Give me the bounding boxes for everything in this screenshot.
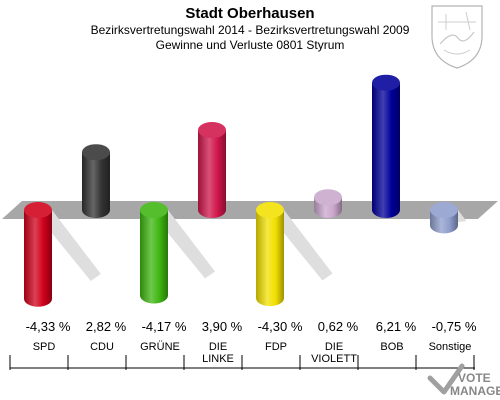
bar-die-linke	[198, 122, 226, 218]
category-label-bob: BOB	[380, 341, 403, 353]
value-label-grune: -4,17 %	[142, 319, 187, 334]
category-label-spd: SPD	[33, 341, 56, 353]
logo-word-manager: MANAGER	[450, 384, 500, 398]
floor-plane	[2, 201, 498, 219]
coat-of-arms-icon	[431, 5, 483, 69]
category-label-cdu: CDU	[90, 341, 114, 353]
value-label-die-linke: 3,90 %	[202, 319, 243, 334]
value-label-spd: -4,33 %	[26, 319, 71, 334]
logo-word-vote: VOTE	[458, 371, 491, 385]
bars-group	[24, 74, 458, 307]
bar-shadows	[38, 210, 467, 282]
category-label-die-violett: DIE VIOLETT	[311, 341, 357, 365]
chart-subtitle: Bezirksvertretungswahl 2014 - Bezirksver…	[91, 23, 410, 37]
value-label-cdu: 2,82 %	[86, 319, 127, 334]
value-label-sonstige: -0,75 %	[432, 319, 477, 334]
value-label-bob: 6,21 %	[376, 319, 417, 334]
bar-bob	[372, 74, 400, 218]
bar-shadow-grune	[154, 210, 216, 279]
chart-subtitle-district: Gewinne und Verluste 0801 Styrum	[156, 38, 345, 52]
bar-shadow-fdp	[270, 210, 333, 281]
category-labels: SPD CDU GRÜNE DIE LINKE FDP DIE VIOLETT BOB Sonst…	[33, 341, 472, 365]
category-label-die-linke: DIE LINKE	[202, 341, 234, 365]
category-label-sonstige: Sonstige	[429, 341, 472, 353]
bar-fdp	[256, 202, 284, 307]
value-label-die-violett: 0,62 %	[318, 319, 359, 334]
value-label-fdp: -4,30 %	[258, 319, 303, 334]
category-label-fdp: FDP	[265, 341, 287, 353]
bar-cdu	[82, 144, 110, 218]
bar-die-violett	[314, 189, 342, 218]
vote-manager-logo: VOTE MANAGER	[427, 363, 500, 398]
checkmark-icon	[427, 363, 465, 395]
category-label-grune: GRÜNE	[140, 341, 180, 353]
category-axis	[9, 355, 475, 370]
bar-sonstige	[430, 202, 458, 234]
value-labels: -4,33 % 2,82 % -4,17 % 3,90 % -4,30 % 0,62 % 6…	[26, 319, 477, 334]
bar-shadow-spd	[38, 210, 101, 282]
chart-title: Stadt Oberhausen	[185, 5, 314, 22]
bar-spd	[24, 202, 52, 307]
bar-grune	[140, 202, 168, 304]
